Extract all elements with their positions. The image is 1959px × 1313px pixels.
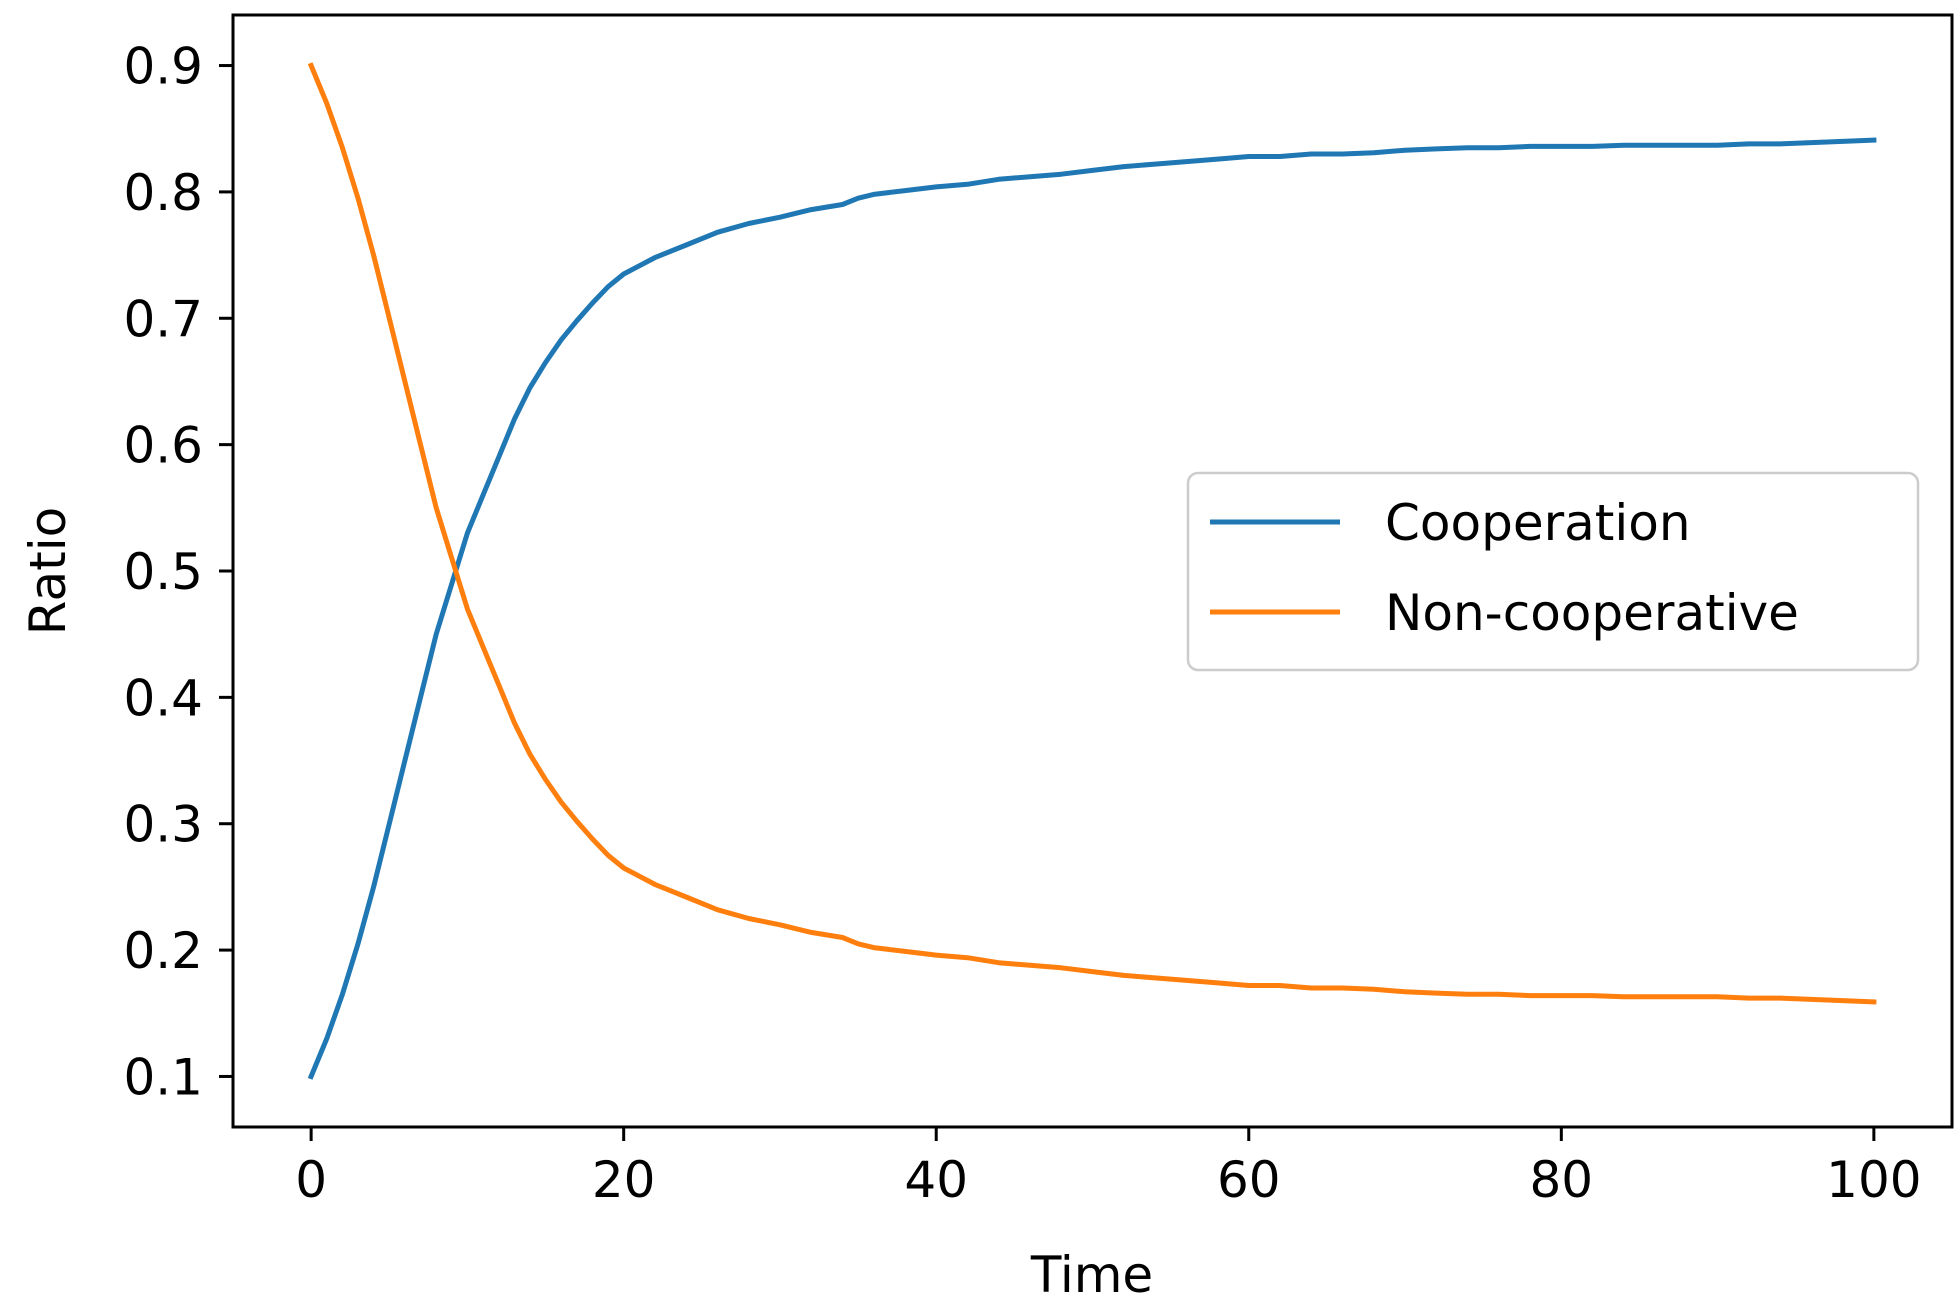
- x-tick-label: 80: [1530, 1151, 1594, 1209]
- series-line-cooperation: [307, 137, 1877, 1080]
- x-axis-label: Time: [1030, 1246, 1153, 1304]
- legend-label-non-cooperative: Non-cooperative: [1385, 584, 1799, 642]
- y-tick-label: 0.3: [123, 796, 203, 854]
- y-tick-label: 0.1: [123, 1048, 203, 1106]
- y-tick-label: 0.7: [123, 290, 203, 348]
- x-tick-label: 60: [1217, 1151, 1281, 1209]
- x-tick-label: 0: [295, 1151, 327, 1209]
- y-axis-ticks: 0.1 0.2 0.3 0.4 0.5 0.6 0.7 0.8 0.9: [123, 38, 233, 1106]
- x-axis-ticks: 0 20 40 60 80 100: [295, 1127, 1922, 1209]
- legend-label-cooperation: Cooperation: [1385, 494, 1691, 552]
- y-axis-label: Ratio: [19, 507, 77, 635]
- y-tick-label: 0.6: [123, 417, 203, 475]
- x-tick-label: 100: [1826, 1151, 1921, 1209]
- series-layer: [307, 62, 1877, 1080]
- y-tick-label: 0.5: [123, 543, 203, 601]
- x-tick-label: 20: [592, 1151, 656, 1209]
- series-line-non-cooperative: [307, 62, 1877, 1005]
- y-tick-label: 0.2: [123, 922, 203, 980]
- y-tick-label: 0.4: [123, 669, 203, 727]
- legend: Cooperation Non-cooperative: [1186, 471, 1920, 672]
- y-tick-label: 0.9: [123, 38, 203, 96]
- y-tick-label: 0.8: [123, 164, 203, 222]
- legend-box: [1186, 471, 1920, 672]
- x-tick-label: 40: [904, 1151, 968, 1209]
